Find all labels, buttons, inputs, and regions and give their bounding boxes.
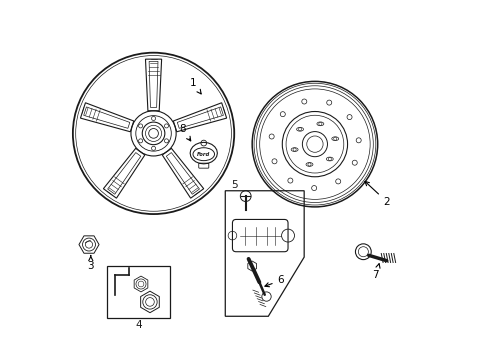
Text: 2: 2 (365, 181, 390, 207)
Text: 3: 3 (88, 256, 94, 271)
Text: 5: 5 (231, 180, 238, 190)
Text: 4: 4 (135, 320, 142, 329)
Text: 1: 1 (190, 78, 201, 94)
Text: 8: 8 (179, 124, 191, 141)
Text: 7: 7 (372, 264, 380, 280)
Text: Ford: Ford (197, 152, 210, 157)
Text: 6: 6 (265, 275, 284, 287)
